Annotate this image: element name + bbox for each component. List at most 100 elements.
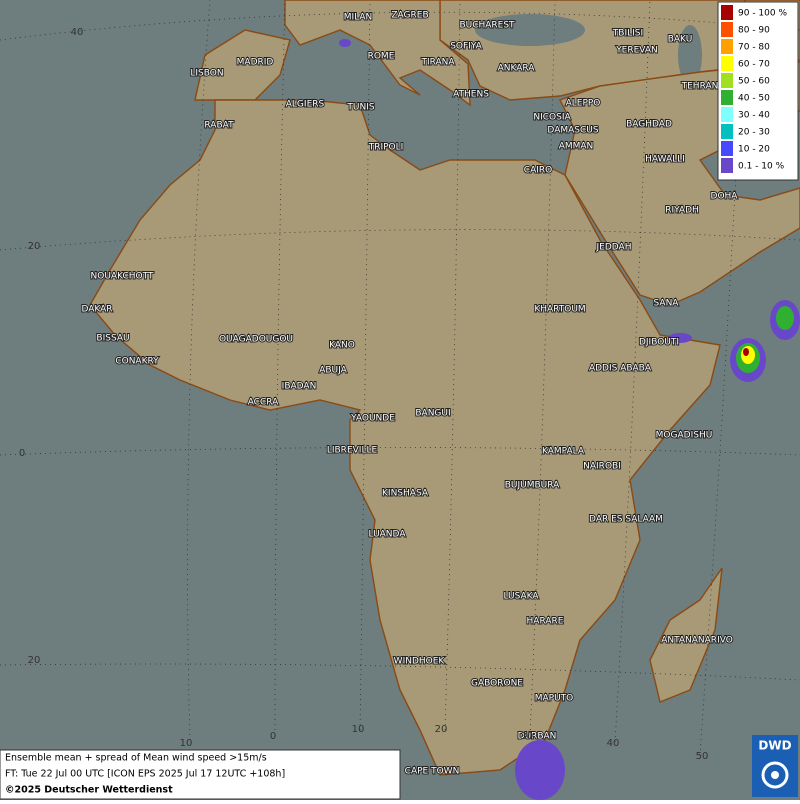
legend-label: 50 - 60: [738, 77, 770, 87]
city-label: BISSAU: [96, 334, 129, 344]
city-label: MAPUTO: [535, 694, 574, 704]
legend-label: 10 - 20: [738, 145, 770, 155]
city-label: TBILISI: [612, 29, 643, 39]
city-label: NICOSIA: [533, 113, 571, 123]
logo: DWD: [758, 739, 791, 753]
city-label: TRIPOLI: [368, 143, 404, 153]
city-label: CONAKRY: [115, 357, 159, 367]
city-label: ALGIERS: [286, 100, 325, 110]
legend-label: 60 - 70: [738, 60, 770, 70]
city-label: DAR ES SALAAM: [589, 515, 663, 525]
legend-label: 40 - 50: [738, 94, 770, 104]
city-labels: MILAN ZAGREB BUCHAREST TBILISI BAKU MADRID ROM…: [80, 10, 739, 778]
legend-label: 30 - 40: [738, 111, 770, 121]
city-label: KHARTOUM: [534, 305, 585, 315]
legend-swatch: [721, 90, 733, 105]
legend-swatch: [721, 39, 733, 54]
city-label: YEREVAN: [615, 46, 658, 56]
legend-swatch: [721, 158, 733, 173]
legend-label: 20 - 30: [738, 128, 770, 138]
city-label: LUSAKA: [503, 592, 539, 602]
logo-icon: [761, 761, 789, 789]
legend-swatch: [721, 22, 733, 37]
city-label: CAIRO: [524, 166, 552, 176]
latitude-label: 0: [19, 448, 25, 459]
longitude-label: 0: [270, 731, 276, 742]
city-label: ROME: [368, 52, 395, 62]
logo-icon: [771, 771, 779, 779]
legend-swatch: [721, 73, 733, 88]
legend-label: 80 - 90: [738, 26, 770, 36]
city-label: WINDHOEK: [394, 657, 446, 667]
legend-swatch: [721, 107, 733, 122]
legend-swatch: [721, 5, 733, 20]
longitude-label: 10: [180, 738, 193, 749]
city-label: BAGHDAD: [626, 120, 672, 130]
footer-line: Ensemble mean + spread of Mean wind spee…: [5, 753, 267, 764]
city-label: LIBREVILLE: [327, 446, 378, 456]
graticule: [0, 0, 800, 756]
legend-label: 70 - 80: [738, 43, 770, 53]
city-label: BUCHAREST: [459, 21, 515, 31]
city-label: MILAN: [344, 13, 373, 23]
wind-probability: [339, 39, 800, 800]
city-label: DAKAR: [81, 305, 112, 315]
latitude-label: 20: [28, 241, 41, 252]
city-label: LUANDA: [369, 530, 407, 540]
city-label: ANTANANARIVO: [661, 636, 733, 646]
city-label: ACCRA: [248, 398, 279, 408]
city-label: SOFIYA: [450, 42, 482, 52]
footer-box: [0, 749, 401, 800]
footer-line: FT: Tue 22 Jul 00 UTC [ICON EPS 2025 Jul…: [5, 769, 285, 780]
city-label: TUNIS: [346, 103, 374, 113]
city-label: TIRANA: [420, 58, 455, 68]
city-label: ZAGREB: [391, 11, 428, 21]
footer-line: ©2025 Deutscher Wetterdienst: [5, 785, 173, 796]
city-label: RIYADH: [665, 206, 699, 216]
city-label: KANO: [329, 341, 355, 351]
city-label: ATHENS: [453, 90, 489, 100]
city-label: ALEPPO: [566, 99, 601, 109]
longitude-label: 20: [435, 724, 448, 735]
latitude-label: 40: [71, 27, 84, 38]
legend: 90 - 100 % 80 - 90 70 - 80 60 - 70 50 - 60 40…: [721, 5, 787, 173]
legend-label: 90 - 100 %: [738, 9, 787, 19]
longitude-label: 40: [607, 738, 620, 749]
city-label: BANGUI: [415, 409, 450, 419]
city-label: ADDIS ABABA: [589, 364, 652, 374]
city-label: YAOUNDE: [350, 414, 395, 424]
city-label: BUJUMBURA: [505, 481, 560, 491]
grid-labels: 40 20 0 20 10 0 10 20 30 40 50: [19, 27, 709, 762]
city-label: KINSHASA: [382, 489, 429, 499]
city-label: DAMASCUS: [547, 126, 598, 136]
legend-swatch: [721, 124, 733, 139]
city-label: TEHRAN: [681, 82, 719, 92]
city-label: SANA: [654, 299, 680, 309]
latitude-label: 20: [28, 655, 41, 666]
longitude-label: 10: [352, 724, 365, 735]
city-label: HARARE: [527, 617, 564, 627]
longitude-label: 50: [696, 751, 709, 762]
city-label: DJIBOUTI: [639, 338, 679, 348]
legend-swatch: [721, 141, 733, 156]
legend-swatch: [721, 56, 733, 71]
city-label: MOGADISHU: [656, 431, 713, 441]
city-label: MADRID: [237, 58, 274, 68]
legend-label: 0.1 - 10 %: [738, 162, 785, 172]
city-label: ANKARA: [498, 64, 536, 74]
city-label: DURBAN: [518, 732, 557, 742]
city-label: IBADAN: [282, 382, 317, 392]
city-label: GABORONE: [471, 679, 523, 689]
city-label: NAIROBI: [583, 462, 621, 472]
city-label: LISBON: [190, 69, 223, 79]
city-label: OUAGADOUGOU: [219, 335, 293, 345]
city-label: CAPE TOWN: [405, 767, 460, 777]
city-label: NOUAKCHOTT: [91, 272, 154, 282]
city-label: HAWALLI: [645, 155, 685, 165]
city-label: JEDDAH: [596, 243, 632, 253]
city-label: KAMPALA: [542, 447, 585, 457]
longitude-label: 30: [521, 731, 534, 742]
city-label: BAKU: [668, 35, 693, 45]
city-label: AMMAN: [559, 142, 594, 152]
